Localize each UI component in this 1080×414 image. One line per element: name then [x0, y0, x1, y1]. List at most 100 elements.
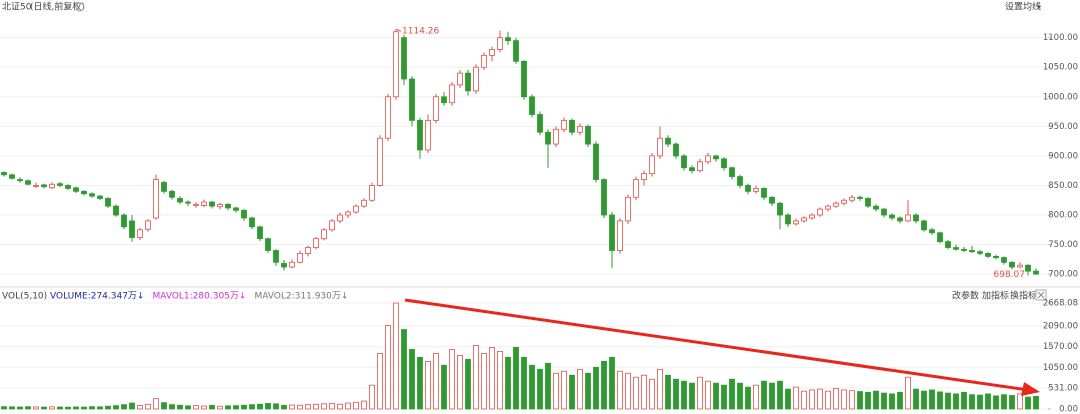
trend-arrow-head [1021, 382, 1040, 396]
volume-bar [937, 391, 943, 410]
candle-body [361, 199, 367, 207]
settings-icon[interactable] [75, 2, 85, 12]
candle-body [881, 208, 887, 216]
volume-bar [921, 390, 927, 410]
volume-bar [385, 325, 391, 410]
min-label: 698.07 [994, 270, 1026, 280]
volume-bar [265, 403, 271, 410]
volume-bar [825, 390, 831, 410]
candle-body [993, 255, 999, 258]
candle-body [609, 214, 615, 251]
candle-body [905, 214, 911, 222]
volume-bar [361, 400, 367, 410]
ma-setting-button[interactable]: 设置均线 [1005, 1, 1041, 13]
volume-title: VOL(5,10) [2, 292, 47, 302]
candle-body [337, 214, 343, 222]
volume-bar [33, 406, 39, 410]
volume-bar [153, 398, 159, 410]
volume-bar [993, 395, 999, 410]
candle-body [241, 209, 247, 219]
volume-bar [705, 380, 711, 410]
volume-bar [865, 391, 871, 410]
candle-body [497, 37, 503, 50]
volume-bar [305, 404, 311, 410]
candle-body [873, 205, 879, 210]
y-tick-label: 531.00 [1048, 383, 1078, 393]
volume-bar [745, 386, 751, 410]
volume-bar [569, 374, 575, 410]
candle-body [305, 247, 311, 254]
volume-bar [401, 329, 407, 410]
candle-body [265, 238, 271, 251]
volume-bar [529, 364, 535, 410]
candle-body [81, 190, 87, 195]
y-tick-label: 700.00 [1048, 270, 1078, 280]
volume-bar [689, 382, 695, 410]
candle-body [433, 96, 439, 121]
volume-bar [25, 406, 31, 410]
candle-body [817, 208, 823, 216]
candle-body [889, 214, 895, 219]
volume-bar [665, 374, 671, 410]
candle-body [521, 60, 527, 98]
candle-body [41, 184, 47, 188]
candle-body [281, 263, 287, 268]
volume-bar [449, 349, 455, 410]
candle-body [937, 232, 943, 243]
candle-body [561, 120, 567, 130]
chart-subtitle: (日线,前复权) [30, 1, 85, 13]
candle-body [849, 196, 855, 201]
volume-bar [209, 405, 215, 410]
y-tick-label: 2090.00 [1043, 321, 1078, 331]
volume-bar [185, 405, 191, 410]
volume-bar [353, 401, 359, 410]
candle-body [113, 205, 119, 216]
volume-bar [369, 384, 375, 410]
volume-bar [169, 404, 175, 410]
candle-body [617, 220, 623, 251]
candle-body [473, 66, 479, 92]
candle-body [777, 202, 783, 216]
close-button[interactable] [1035, 289, 1047, 301]
candle-body [449, 84, 455, 104]
candle-body [689, 167, 695, 172]
dropdown-caret[interactable] [1037, 6, 1041, 9]
candle-body [457, 72, 463, 86]
volume-bar [673, 378, 679, 410]
volume-bar [113, 405, 119, 410]
candle-body [929, 229, 935, 234]
toolbar-button[interactable]: 换指标 [1010, 290, 1037, 302]
volume-bar [481, 352, 487, 410]
candle-body [9, 174, 15, 179]
trend-arrow [404, 298, 1029, 392]
volume-bar [601, 360, 607, 410]
volume-bar [841, 389, 847, 410]
candle-body [161, 182, 167, 192]
y-tick-label: 950.00 [1048, 122, 1078, 132]
candle-body [721, 158, 727, 169]
volume-bar [97, 406, 103, 410]
candle-body [625, 196, 631, 222]
candle-body [593, 143, 599, 180]
candle-body [553, 128, 559, 145]
candle-body [25, 180, 31, 185]
candle-body [465, 72, 471, 92]
candle-body [985, 253, 991, 257]
candle-body [401, 37, 407, 80]
candle-body [585, 125, 591, 145]
toolbar-button[interactable]: 加指标 [982, 290, 1009, 302]
volume-bar [809, 389, 815, 410]
toolbar-button[interactable]: 改参数 [952, 290, 979, 302]
volume-bar [945, 392, 951, 410]
candle-body [201, 201, 207, 206]
volume-bar [9, 406, 15, 410]
candle-body [385, 96, 391, 139]
candle-body [225, 203, 231, 209]
volume-bar [505, 356, 511, 410]
volume-bar [65, 406, 71, 410]
y-tick-label: 800.00 [1048, 211, 1078, 221]
candle-body [785, 214, 791, 225]
volume-bar [1001, 394, 1007, 410]
close-icon[interactable] [1037, 291, 1045, 299]
candle-body [953, 247, 959, 250]
